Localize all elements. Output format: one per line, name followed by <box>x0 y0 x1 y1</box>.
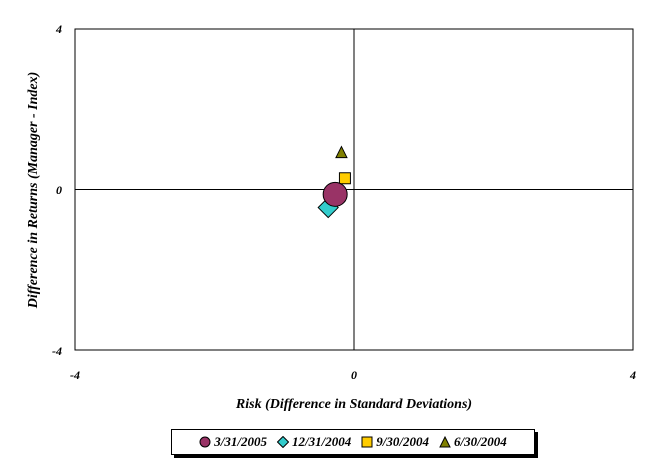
legend: 3/31/2005 12/31/2004 9/30/2004 6/30/2004 <box>171 429 535 455</box>
legend-label: 3/31/2005 <box>214 434 268 449</box>
circle-marker-icon <box>199 436 211 448</box>
triangle-marker-icon <box>439 436 451 448</box>
x-tick-label-middle: 0 <box>351 368 357 382</box>
point-9-30-2004 <box>338 172 351 185</box>
legend-item-3-31-2005: 3/31/2005 <box>199 434 267 450</box>
y-axis-title: Difference in Returns (Manager - Index) <box>26 72 41 310</box>
legend-item-12-31-2004: 12/31/2004 <box>277 434 351 450</box>
square-marker-icon <box>361 436 373 448</box>
y-tick-label-middle: 0 <box>56 183 62 197</box>
y-tick-label-bottom: -4 <box>52 344 62 358</box>
chart: 4 0 -4 -4 0 4 Risk (Difference in Standa… <box>26 22 636 412</box>
legend-label: 12/31/2004 <box>292 434 352 449</box>
point-3-31-2005 <box>322 181 348 207</box>
legend-item-9-30-2004: 9/30/2004 <box>361 434 429 450</box>
diamond-marker-icon <box>277 436 290 448</box>
data-points <box>317 145 351 219</box>
x-tick-label-right: 4 <box>629 368 636 382</box>
legend-label: 9/30/2004 <box>376 434 429 449</box>
x-tick-label-left: -4 <box>70 368 80 382</box>
legend-label: 6/30/2004 <box>453 434 507 449</box>
point-6-30-2004 <box>335 145 348 159</box>
legend-item-6-30-2004: 6/30/2004 <box>439 434 507 450</box>
x-axis-title: Risk (Difference in Standard Deviations) <box>235 397 472 412</box>
y-tick-label-top: 4 <box>55 22 62 36</box>
